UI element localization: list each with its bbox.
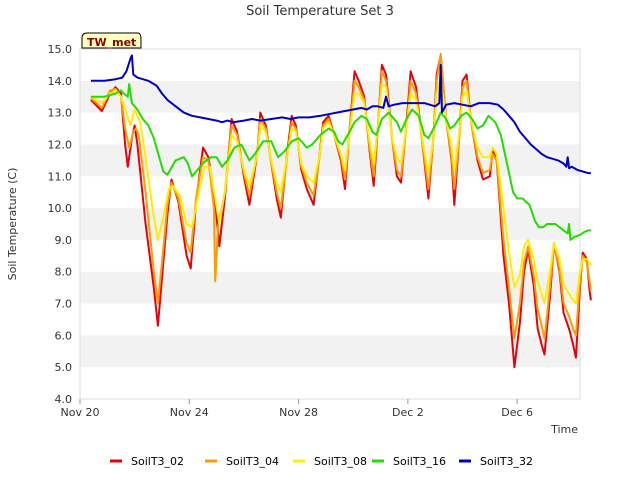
x-tick-label: Dec 6 — [501, 406, 533, 419]
legend-label: SoilT3_04 — [226, 455, 279, 468]
series-line-soilt3_16 — [90, 83, 591, 241]
legend-label: SoilT3_32 — [480, 455, 533, 468]
y-tick-label: 14.0 — [48, 75, 73, 88]
site-label: TW_met — [87, 36, 136, 49]
chart-title: Soil Temperature Set 3 — [246, 4, 394, 19]
x-axis-ticks: Nov 20 Nov 24 Nov 28 Dec 2 Dec 6 — [61, 399, 533, 419]
grid-band — [80, 80, 580, 113]
grid-band — [80, 335, 580, 368]
x-axis-label: Time — [550, 423, 578, 436]
series-line-soilt3_02 — [90, 54, 592, 369]
x-tick-label: Nov 24 — [170, 406, 209, 419]
plot-area-border — [79, 48, 581, 400]
y-tick-label: 12.0 — [48, 138, 73, 151]
y-tick-label: 11.0 — [48, 170, 73, 183]
grid-band — [80, 144, 580, 177]
grid-band — [80, 367, 580, 399]
legend-label: SoilT3_08 — [314, 455, 367, 468]
series-line-soilt3_32 — [90, 54, 591, 175]
y-tick-label: 5.0 — [55, 361, 73, 374]
x-tick-label: Nov 28 — [279, 406, 318, 419]
grid-band — [80, 303, 580, 336]
series-line-soilt3_04 — [90, 52, 592, 340]
y-tick-label: 7.0 — [55, 298, 73, 311]
grid-band — [80, 176, 580, 209]
y-tick-label: 13.0 — [48, 107, 73, 120]
legend: SoilT3_02 SoilT3_04 SoilT3_08 SoilT3_16 Soil… — [110, 455, 533, 468]
grid-band — [80, 271, 580, 304]
legend-label: SoilT3_02 — [131, 455, 184, 468]
series-line-soilt3_08 — [90, 79, 592, 305]
y-tick-label: 4.0 — [55, 393, 73, 406]
site-label-box: TW_met — [81, 32, 142, 49]
series-lines — [90, 52, 592, 369]
y-tick-label: 9.0 — [55, 234, 73, 247]
legend-label: SoilT3_16 — [393, 455, 446, 468]
y-tick-label: 8.0 — [55, 266, 73, 279]
y-axis-ticks: 4.0 5.0 6.0 7.0 8.0 9.0 10.0 11.0 12.0 13.0 14.0 15… — [48, 43, 73, 406]
x-tick-label: Dec 2 — [392, 406, 424, 419]
y-tick-label: 6.0 — [55, 329, 73, 342]
y-tick-label: 10.0 — [48, 202, 73, 215]
y-tick-label: 15.0 — [48, 43, 73, 56]
grid-band — [80, 49, 580, 81]
y-axis-label: Soil Temperature (C) — [6, 168, 19, 281]
x-tick-label: Nov 20 — [61, 406, 100, 419]
